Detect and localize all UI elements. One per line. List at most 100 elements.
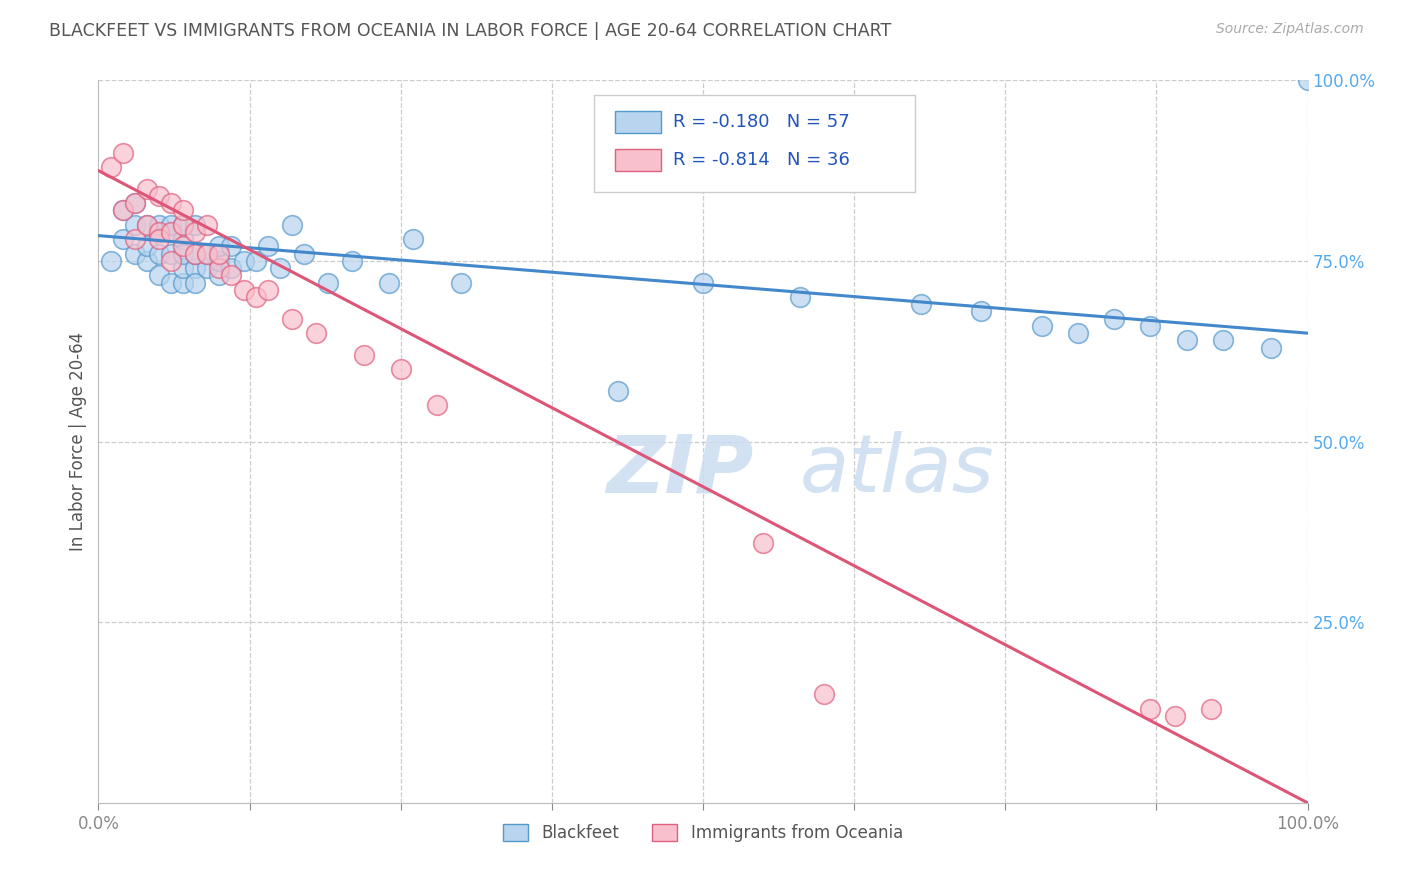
Point [195,261,218,276]
Point [160,196,183,211]
Point [160,225,183,239]
Point [1102,311,1125,326]
Text: atlas: atlas [800,432,994,509]
Point [1163,709,1185,723]
Point [910,297,932,311]
Point [135,218,157,232]
Point [1199,702,1222,716]
Bar [614,112,661,133]
Point [256,239,278,253]
Point [172,232,194,246]
FancyBboxPatch shape [595,95,915,193]
Point [160,246,183,260]
Point [172,246,194,260]
Point [160,253,183,268]
Text: BLACKFEET VS IMMIGRANTS FROM OCEANIA IN LABOR FORCE | AGE 20-64 CORRELATION CHAR: BLACKFEET VS IMMIGRANTS FROM OCEANIA IN … [49,22,891,40]
Point [111,203,134,218]
Point [184,246,207,260]
Point [208,246,231,260]
Point [195,246,218,260]
Point [1260,341,1282,355]
Point [172,203,194,218]
Point [195,246,218,260]
Point [389,362,412,376]
Point [148,232,170,246]
Point [789,290,811,304]
Point [100,160,122,174]
Point [316,276,339,290]
Point [1212,334,1234,348]
Point [184,261,207,276]
Point [607,384,630,398]
Point [135,239,157,253]
Point [1139,702,1161,716]
Point [124,196,146,211]
Legend: Blackfeet, Immigrants from Oceania: Blackfeet, Immigrants from Oceania [496,817,910,848]
Point [305,326,328,340]
Point [221,268,243,283]
Point [172,239,194,253]
Point [148,246,170,260]
Point [111,145,134,160]
Point [281,311,304,326]
Point [124,232,146,246]
Point [1296,73,1319,87]
Point [353,348,375,362]
Text: Source: ZipAtlas.com: Source: ZipAtlas.com [1216,22,1364,37]
Point [148,268,170,283]
Point [426,398,449,412]
Point [256,283,278,297]
Point [1175,334,1198,348]
Point [184,246,207,260]
Point [172,218,194,232]
Point [160,276,183,290]
Point [269,261,291,276]
Point [377,276,399,290]
Point [232,283,254,297]
Point [221,239,243,253]
Point [195,218,218,232]
Point [124,196,146,211]
Point [1067,326,1090,340]
Point [148,225,170,239]
Point [124,246,146,260]
Point [184,276,207,290]
Point [172,218,194,232]
Point [752,535,775,549]
Point [184,218,207,232]
Point [135,182,157,196]
Point [135,218,157,232]
Point [135,253,157,268]
Point [111,232,134,246]
Point [970,304,993,318]
Point [1139,318,1161,333]
Point [281,218,304,232]
Point [342,253,364,268]
Point [100,253,122,268]
Point [208,253,231,268]
Point [402,232,425,246]
Point [148,189,170,203]
Point [450,276,472,290]
Point [245,253,267,268]
Point [208,268,231,283]
Point [245,290,267,304]
Text: ZIP: ZIP [606,432,754,509]
Text: R = -0.180   N = 57: R = -0.180 N = 57 [672,113,849,131]
Point [160,225,183,239]
Point [124,218,146,232]
Point [184,225,207,239]
Point [292,246,315,260]
Y-axis label: In Labor Force | Age 20-64: In Labor Force | Age 20-64 [69,332,87,551]
Point [148,225,170,239]
Point [813,687,835,701]
Point [172,261,194,276]
Point [232,253,254,268]
Point [208,239,231,253]
Point [208,261,231,276]
Point [111,203,134,218]
Bar [614,149,661,170]
Text: R = -0.814   N = 36: R = -0.814 N = 36 [672,151,849,169]
Point [148,218,170,232]
Point [172,276,194,290]
